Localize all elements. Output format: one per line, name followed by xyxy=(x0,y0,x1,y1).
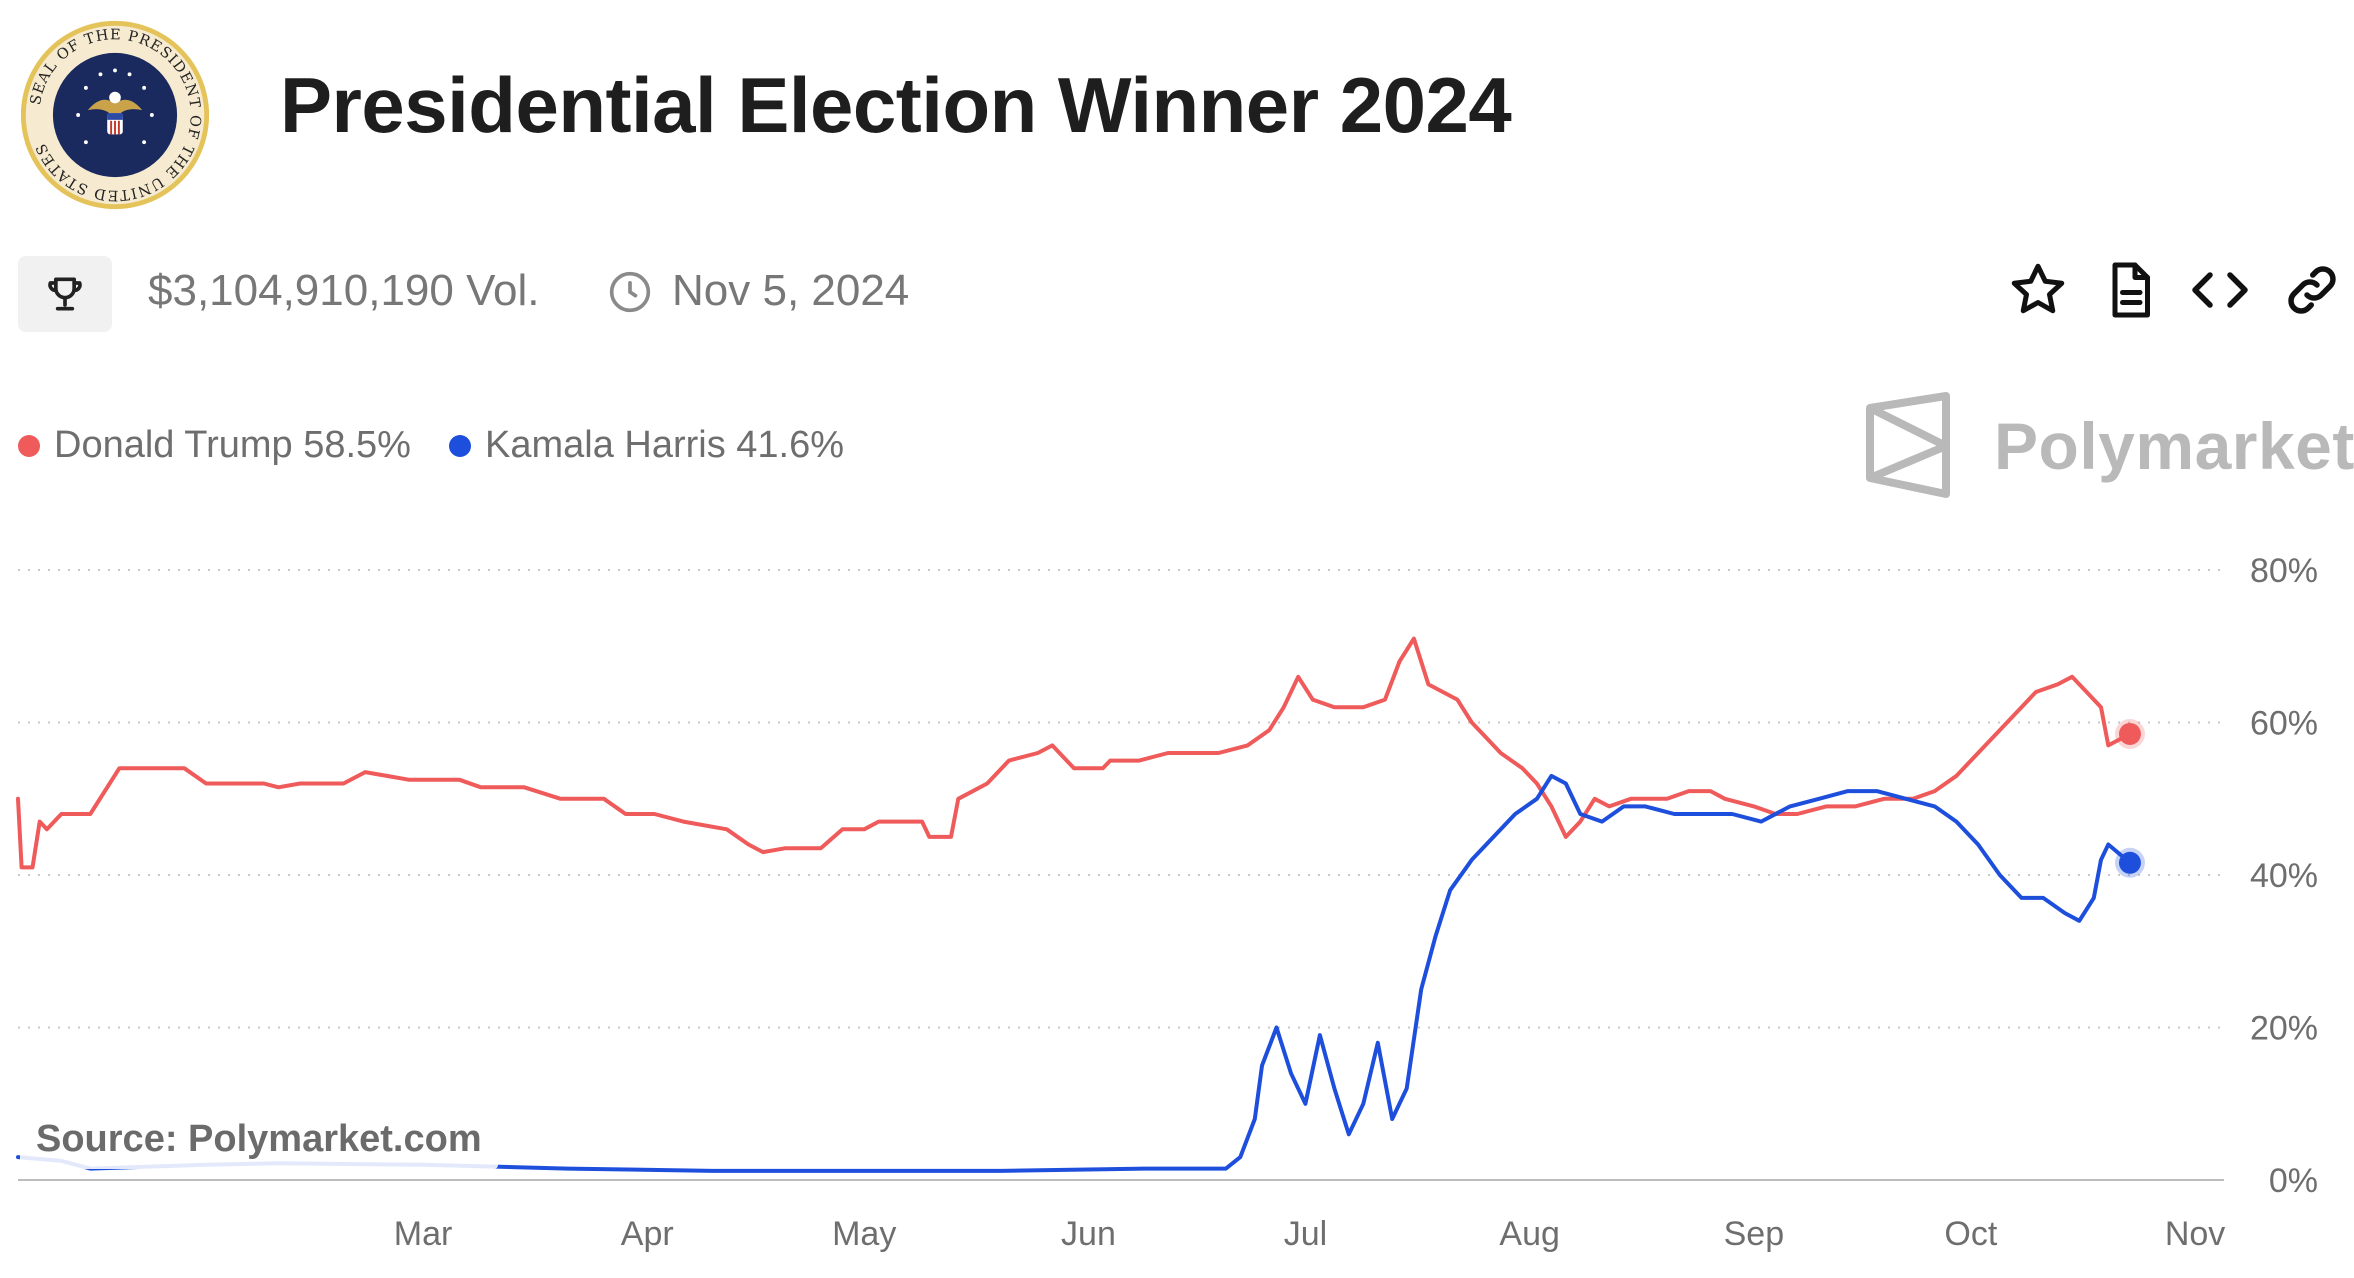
star-icon[interactable] xyxy=(2008,260,2068,320)
trophy-button[interactable] xyxy=(18,256,112,332)
y-tick-label: 0% xyxy=(2269,1162,2318,1200)
y-tick-label: 60% xyxy=(2250,705,2318,743)
x-tick-label: Oct xyxy=(1944,1215,1997,1253)
volume-value: $3,104,910,190 Vol. xyxy=(148,266,540,315)
x-tick-label: Aug xyxy=(1499,1215,1560,1253)
legend-label-trump: Donald Trump 58.5% xyxy=(54,424,411,466)
x-tick-label: May xyxy=(832,1215,896,1253)
legend-dot-trump xyxy=(18,434,40,457)
source-credit: Source: Polymarket.com xyxy=(20,1110,498,1169)
line-chart: 0% 20% 40% 60% 80% Mar Apr May Jun Jul Aug Sep Oct No… xyxy=(16,552,2318,1253)
y-tick-label: 20% xyxy=(2250,1010,2318,1048)
x-tick-label: Sep xyxy=(1724,1215,1785,1253)
polymarket-logo-icon xyxy=(1866,392,1950,498)
x-tick-label: Mar xyxy=(394,1215,453,1253)
x-tick-label: Nov xyxy=(2165,1215,2225,1253)
code-icon[interactable] xyxy=(2190,260,2250,320)
y-tick-label: 40% xyxy=(2250,857,2318,895)
x-tick-label: Jul xyxy=(1284,1215,1327,1253)
document-icon[interactable] xyxy=(2100,260,2160,320)
legend-dot-harris xyxy=(448,434,471,457)
legend-item-trump[interactable]: Donald Trump 58.5% xyxy=(18,424,411,467)
presidential-seal: SEAL OF THE PRESIDENT OF THE UNITED STAT… xyxy=(20,20,210,210)
series-line-harris xyxy=(16,773,2132,1173)
y-tick-label: 80% xyxy=(2250,552,2318,590)
trophy-icon xyxy=(48,277,82,311)
page-title: Presidential Election Winner 2024 xyxy=(280,61,1512,149)
end-point-marker xyxy=(2118,722,2141,745)
legend-label-harris: Kamala Harris 41.6% xyxy=(484,424,845,466)
legend-item-harris[interactable]: Kamala Harris 41.6% xyxy=(448,424,845,467)
series-line-trump xyxy=(16,636,2132,870)
polymarket-wordmark: Polymarket xyxy=(1994,409,2354,483)
x-tick-label: Jun xyxy=(1061,1215,1116,1253)
end-date: Nov 5, 2024 xyxy=(672,266,910,315)
link-icon[interactable] xyxy=(2282,260,2342,320)
chart-legend: Donald Trump 58.5% Kamala Harris 41.6% xyxy=(18,424,882,467)
end-point-marker xyxy=(2118,851,2141,874)
x-tick-label: Apr xyxy=(621,1215,674,1253)
clock-icon xyxy=(609,271,651,313)
